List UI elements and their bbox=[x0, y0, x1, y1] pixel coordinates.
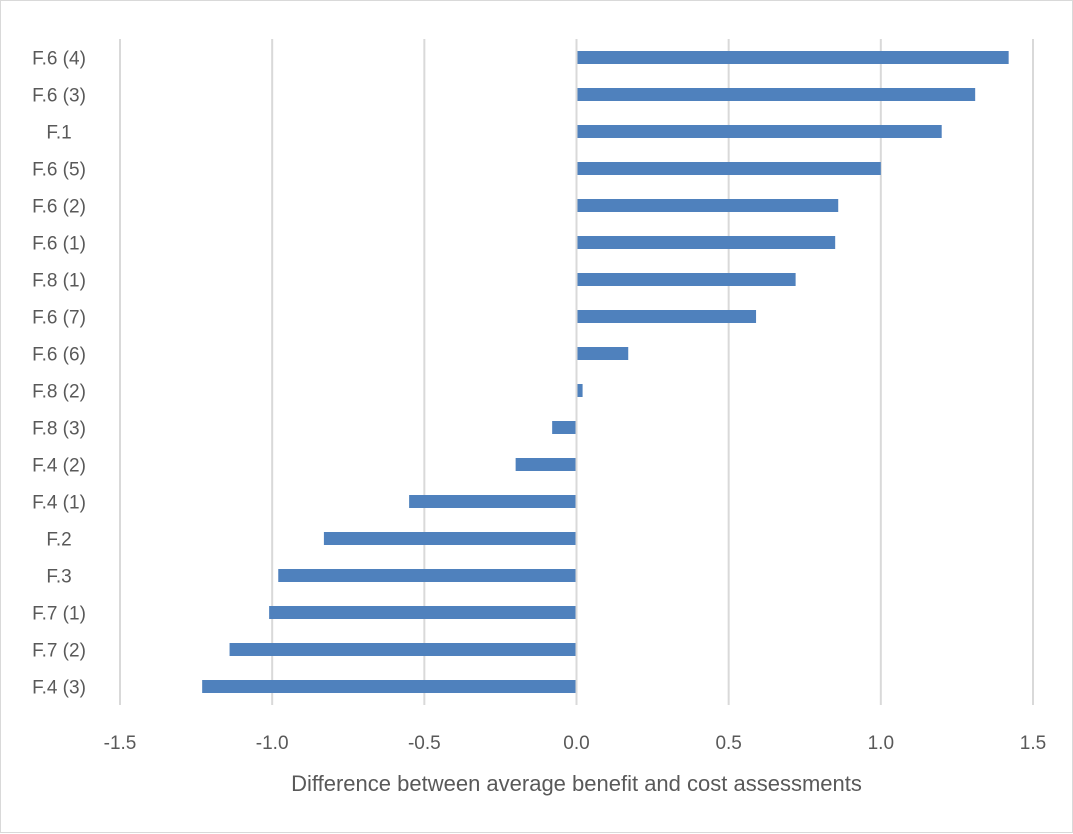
bar-7 bbox=[576, 310, 757, 323]
tick-labels: -1.5 -1.0 -0.5 0.0 0.5 1.0 1.5 bbox=[104, 733, 1047, 754]
bar-11 bbox=[515, 458, 577, 471]
x-tick-label-5: 1.0 bbox=[868, 733, 894, 754]
category-label-15: F.7 (1) bbox=[32, 604, 86, 625]
category-label-11: F.4 (2) bbox=[32, 456, 86, 477]
bar-4 bbox=[576, 199, 839, 212]
x-tick-label-2: -0.5 bbox=[408, 733, 441, 754]
category-labels: F.6 (4) F.6 (3) F.1 F.6 (5) F.6 (2) F.6 (1) F.… bbox=[32, 49, 86, 699]
x-axis-title: Difference between average benefit and c… bbox=[291, 771, 862, 796]
x-tick-label-0: -1.5 bbox=[104, 733, 137, 754]
category-label-6: F.8 (1) bbox=[32, 271, 86, 292]
x-tick-label-3: 0.0 bbox=[563, 733, 589, 754]
bar-6 bbox=[576, 273, 796, 286]
category-label-5: F.6 (1) bbox=[32, 234, 86, 255]
bar-2 bbox=[576, 125, 942, 138]
x-tick-label-1: -1.0 bbox=[256, 733, 289, 754]
category-label-3: F.6 (5) bbox=[32, 160, 86, 181]
gridlines bbox=[119, 39, 1034, 705]
category-label-14: F.3 bbox=[46, 567, 71, 588]
bar-14 bbox=[278, 569, 577, 582]
category-label-8: F.6 (6) bbox=[32, 345, 86, 366]
bar-10 bbox=[552, 421, 577, 434]
bar-5 bbox=[576, 236, 836, 249]
category-label-1: F.6 (3) bbox=[32, 86, 86, 107]
bar-15 bbox=[269, 606, 577, 619]
bar-8 bbox=[576, 347, 629, 360]
category-label-7: F.6 (7) bbox=[32, 308, 86, 329]
category-label-0: F.6 (4) bbox=[32, 49, 86, 70]
x-tick-label-4: 0.5 bbox=[715, 733, 741, 754]
category-label-17: F.4 (3) bbox=[32, 678, 86, 699]
category-label-10: F.8 (3) bbox=[32, 419, 86, 440]
bar-12 bbox=[409, 495, 577, 508]
category-label-2: F.1 bbox=[46, 123, 71, 144]
bar-3 bbox=[576, 162, 881, 175]
bar-17 bbox=[202, 680, 577, 693]
bar-16 bbox=[229, 643, 577, 656]
category-label-4: F.6 (2) bbox=[32, 197, 86, 218]
bar-0 bbox=[576, 51, 1009, 64]
bar-1 bbox=[576, 88, 976, 101]
category-label-12: F.4 (1) bbox=[32, 493, 86, 514]
category-label-9: F.8 (2) bbox=[32, 382, 86, 403]
x-tick-label-6: 1.5 bbox=[1020, 733, 1046, 754]
category-label-13: F.2 bbox=[46, 530, 71, 551]
category-label-16: F.7 (2) bbox=[32, 641, 86, 662]
bar-13 bbox=[323, 532, 577, 545]
bars bbox=[202, 51, 1009, 693]
bar-9 bbox=[576, 384, 583, 397]
